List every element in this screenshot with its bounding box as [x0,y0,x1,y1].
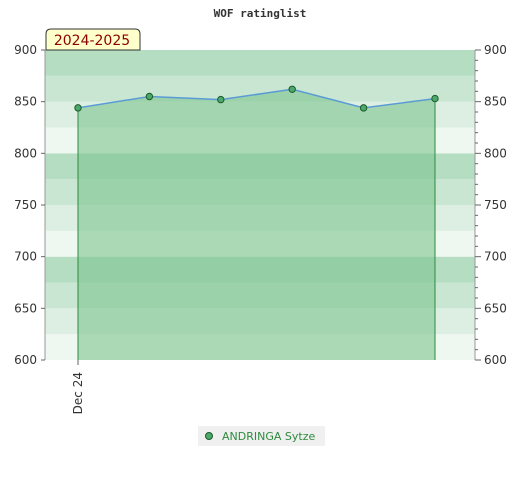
y-tick-label: 700 [484,250,507,264]
legend-marker [205,432,213,440]
x-tick-label: Dec 24 [71,372,85,414]
y-tick-label: 600 [484,353,507,367]
chart-title: WOF ratinglist [214,7,307,20]
y-tick-label: 900 [484,43,507,57]
y-tick-label: 700 [14,250,37,264]
y-tick-label: 750 [14,198,37,212]
data-point [431,94,439,103]
y-tick-label: 850 [484,95,507,109]
area-layer [77,88,436,361]
y-tick-label: 650 [14,301,37,315]
data-point [74,104,82,112]
season-badge: 2024-2025 [45,28,141,51]
data-point [288,85,296,93]
y-axis-right: 600 650 700 750 800 850 900 [474,43,507,367]
y-tick-label: 850 [14,95,37,109]
y-tick-label: 750 [484,198,507,212]
data-points [74,85,439,112]
y-axis-left: 600 650 700 750 800 850 900 [14,43,46,367]
series-line [77,88,436,109]
season-label: 2024-2025 [54,33,130,49]
legend-label: ANDRINGA Sytze [222,430,315,443]
y-tick-label: 650 [484,301,507,315]
y-tick-label: 800 [14,146,37,160]
background-band [45,50,475,76]
series-area [78,89,435,361]
legend: ANDRINGA Sytze [198,426,325,446]
y-tick-label: 600 [14,353,37,367]
x-axis: Dec 24 [71,360,85,414]
data-point [359,104,368,112]
data-point [217,95,225,104]
data-point [145,92,154,101]
y-tick-label: 900 [14,43,37,57]
y-tick-label: 800 [484,146,507,160]
